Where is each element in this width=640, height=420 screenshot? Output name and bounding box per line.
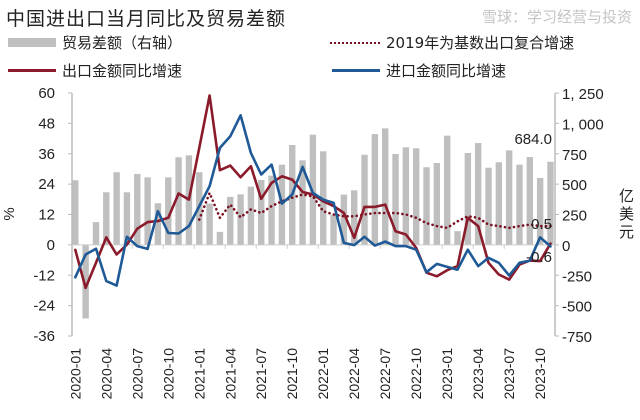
trade-bar (412, 148, 420, 245)
x-tick-label: 2023-10 (532, 348, 548, 400)
x-tick-label: 2022-07 (377, 348, 393, 400)
trade-bar (206, 203, 213, 245)
legend-item-trade: 贸易差额（右轴） (8, 32, 182, 53)
trade-bar (443, 135, 451, 245)
x-tick-label: 2023-04 (470, 348, 486, 400)
legend-item-base2019: 2019年为基数出口复合增速 (330, 32, 574, 53)
right-tick-label: 500 (562, 177, 587, 194)
trade-bar (464, 153, 472, 245)
left-tick-label: 60 (38, 85, 55, 102)
legend-label: 出口金额同比增速 (62, 62, 183, 80)
right-tick-label: 750 (562, 147, 587, 164)
trade-bar (268, 175, 275, 245)
x-tick-label: 2021-07 (253, 348, 269, 400)
trade-bar (526, 157, 534, 245)
import-growth-line (74, 114, 552, 287)
chart-title: 中国进出口当月同比及贸易差额 (6, 8, 287, 30)
trade-bar (392, 153, 399, 245)
trade-bar (371, 134, 379, 245)
x-tick-label: 2020-01 (67, 348, 83, 400)
import-last-label: -0.6 (526, 249, 552, 266)
trade-bar (485, 167, 492, 245)
legend-swatch-line (8, 69, 56, 72)
x-tick-label: 2020-10 (160, 348, 176, 400)
legend-label: 进口金额同比增速 (386, 62, 507, 80)
trade-bar (258, 179, 265, 245)
left-tick-label: 36 (38, 146, 55, 163)
legend-label: 2019年为基数出口复合增速 (386, 34, 575, 52)
right-tick-label: 0 (562, 238, 570, 255)
left-tick-label: 0 (47, 237, 55, 254)
base2019-dotted-line (198, 191, 552, 230)
trade-bar (247, 186, 255, 245)
x-tick-label: 2022-04 (346, 348, 362, 400)
trade-bar (536, 177, 544, 245)
left-tick-label: -36 (33, 328, 55, 345)
trade-bar (547, 161, 554, 245)
trade-bar (340, 194, 348, 245)
trade-bar (113, 172, 120, 245)
trade-last-label: 684.0 (514, 131, 552, 148)
trade-bar (495, 162, 503, 245)
trade-bar (165, 177, 172, 245)
right-tick-label: -250 (562, 268, 592, 285)
trade-bar (154, 203, 162, 245)
right-axis-title: 亿美元 (617, 188, 635, 242)
right-tick-label: 1, 000 (562, 116, 604, 133)
trade-bar (505, 150, 513, 245)
legend-label: 贸易差额（右轴） (62, 34, 183, 52)
trade-bar (227, 196, 234, 245)
x-tick-label: 2022-01 (315, 348, 331, 400)
trade-bar (454, 231, 461, 245)
right-tick-label: -500 (562, 299, 592, 316)
x-tick-label: 2023-07 (501, 348, 517, 400)
x-tick-label: 2020-07 (129, 348, 145, 400)
trade-bar (423, 167, 430, 245)
trade-bar (330, 214, 337, 245)
left-tick-label: 24 (38, 176, 55, 193)
trade-bar (237, 194, 244, 245)
watermark: 雪球：学习经营与投资 (482, 8, 632, 26)
right-tick-label: 1, 250 (562, 86, 604, 103)
legend-swatch-line (332, 69, 380, 72)
export-last-label: 0.5 (531, 216, 552, 233)
x-tick-label: 2022-10 (408, 348, 424, 400)
left-tick-label: 48 (38, 115, 55, 132)
trade-bar (175, 157, 182, 245)
x-tick-label: 2023-01 (439, 348, 455, 400)
trade-bar (72, 180, 79, 245)
trade-bar (382, 128, 389, 245)
trade-bar (103, 192, 110, 245)
legend-swatch-bar (8, 38, 56, 47)
right-tick-label: -750 (562, 329, 592, 346)
legend-item-export: 出口金额同比增速 (8, 60, 182, 81)
legend-item-import: 进口金额同比增速 (332, 60, 506, 81)
trade-bar (82, 244, 89, 319)
x-tick-label: 2020-04 (98, 348, 114, 400)
x-tick-label: 2021-10 (284, 348, 300, 400)
trade-bar (351, 190, 358, 245)
trade-bar (516, 164, 523, 245)
left-tick-label: -12 (33, 267, 55, 284)
right-tick-label: 250 (562, 208, 587, 225)
legend-swatch-dotted (330, 41, 380, 44)
trade-bar (361, 154, 368, 245)
trade-bar (299, 160, 306, 245)
trade-bar (474, 143, 482, 245)
trade-bar (433, 162, 441, 245)
left-tick-label: -24 (33, 298, 55, 315)
trade-bar (123, 192, 131, 245)
left-axis-title: % (1, 207, 18, 220)
trade-bar (144, 177, 151, 245)
trade-bar (92, 222, 100, 245)
trade-bar (134, 173, 141, 245)
left-tick-label: 12 (38, 207, 55, 224)
x-tick-label: 2021-04 (222, 348, 238, 400)
trade-bar (216, 231, 224, 245)
x-tick-label: 2021-01 (191, 348, 207, 400)
trade-bar (402, 147, 410, 245)
